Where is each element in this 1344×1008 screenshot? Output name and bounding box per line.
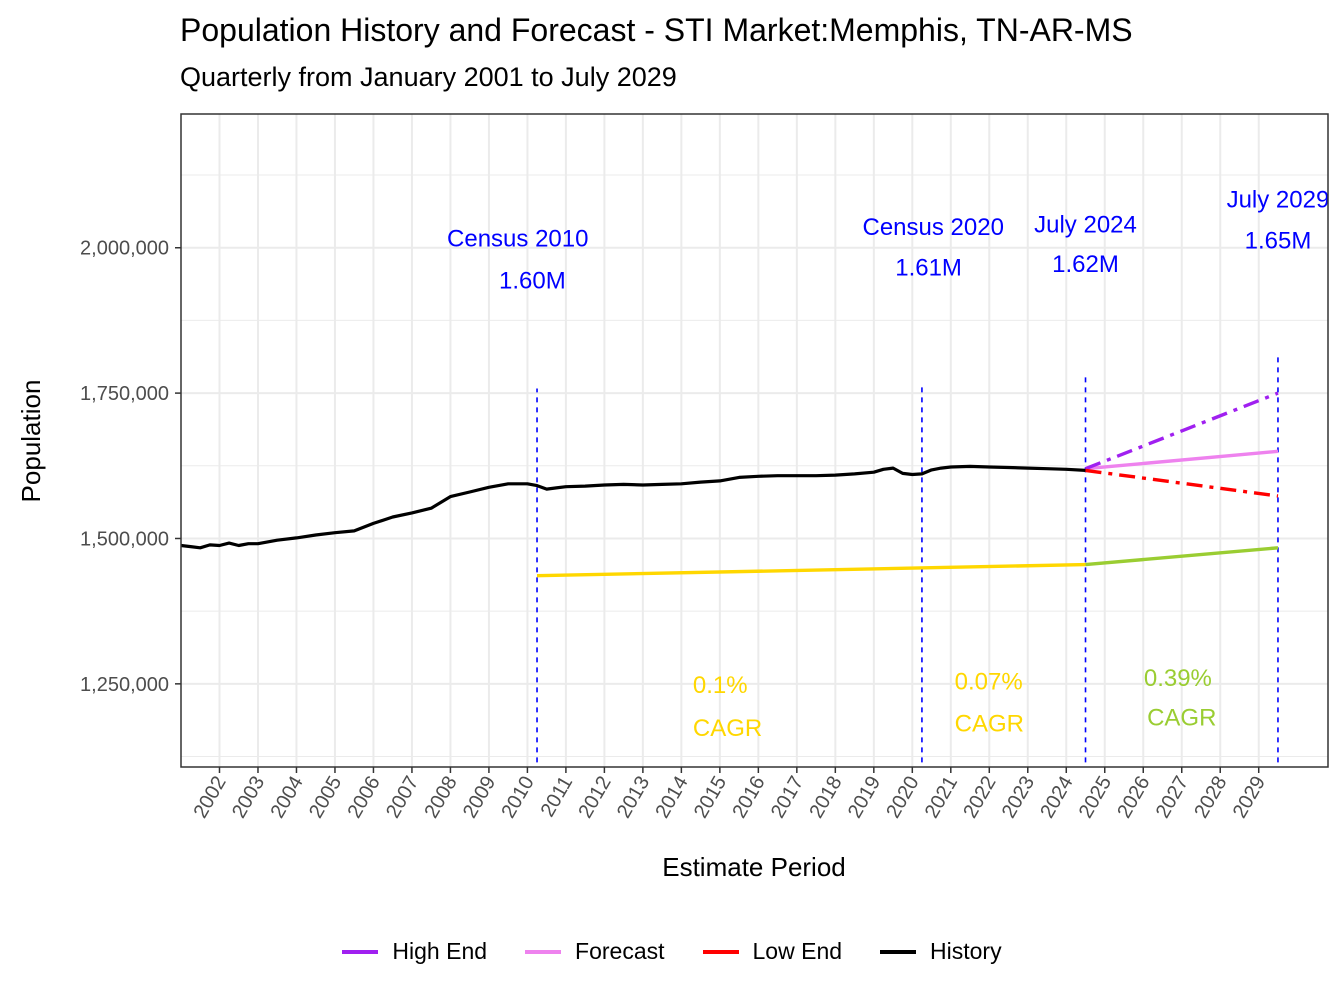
x-tick-label: 2015 (690, 773, 731, 823)
grid (181, 114, 1328, 767)
legend-label: Forecast (575, 938, 665, 964)
x-tick-label: 2005 (305, 773, 346, 823)
x-tick-label: 2023 (998, 773, 1039, 823)
y-tick-label: 2,000,000 (80, 238, 169, 260)
low-end-series-line (1085, 468, 1279, 498)
legend-key (525, 949, 562, 954)
annotation-label: 1.62M (1052, 251, 1119, 278)
annotation-label: CAGR (693, 715, 762, 742)
x-tick-label: 2006 (343, 773, 384, 823)
legend-key (702, 949, 739, 954)
x-tick-label: 2009 (459, 773, 500, 823)
x-tick-label: 2025 (1075, 773, 1116, 823)
series-lines (180, 391, 1279, 578)
cagr-series-line (1085, 546, 1279, 567)
forecast-series-line (1085, 449, 1279, 471)
annotation-label: 0.39% (1144, 665, 1212, 692)
x-tick-label: 2022 (959, 773, 1000, 823)
x-tick-label: 2003 (228, 773, 269, 823)
x-tick-label: 2004 (266, 773, 307, 823)
annotation-label: July 2024 (1034, 212, 1137, 239)
legend-item-history: History (880, 938, 1002, 965)
legend-item-forecast: Forecast (525, 938, 665, 965)
x-tick-label: 2021 (921, 773, 962, 823)
x-tick-label: 2012 (574, 773, 615, 823)
annotation-label: Census 2010 (447, 226, 588, 253)
high-end-series-line (1084, 391, 1279, 471)
chart-subtitle: Quarterly from January 2001 to July 2029 (180, 62, 677, 92)
legend-label: High End (392, 938, 488, 964)
annotation-label: 1.65M (1245, 227, 1312, 254)
x-tick-label: 2029 (1229, 773, 1270, 823)
legend-label: History (930, 938, 1002, 964)
y-tick-label: 1,250,000 (80, 674, 169, 696)
y-tick-label: 1,750,000 (80, 383, 169, 405)
x-tick-label: 2007 (382, 773, 423, 823)
legend-item-high-end: High End (342, 938, 487, 965)
annotation-label: Census 2020 (862, 214, 1003, 241)
annotation-label: July 2029 (1227, 187, 1330, 214)
x-tick-label: 2019 (844, 773, 885, 823)
annotation-label: 0.1% (693, 672, 748, 699)
x-tick-label: 2002 (190, 773, 231, 823)
x-axis-title: Estimate Period (662, 852, 846, 882)
annotation-label: 1.60M (499, 267, 566, 294)
panel-border (180, 113, 1329, 768)
annotation-label: CAGR (1147, 705, 1216, 732)
annotation-label: 0.07% (955, 669, 1023, 696)
y-tick-label: 1,500,000 (80, 528, 169, 550)
x-tick-label: 2016 (728, 773, 769, 823)
reference-lines (536, 352, 1279, 763)
x-tick-label: 2017 (767, 773, 808, 823)
x-tick-label: 2008 (420, 773, 461, 823)
annotations: Census 2010 1.60M Census 2020 1.61M July 202… (447, 187, 1329, 743)
cagr-series-line (536, 562, 1086, 578)
x-tick-label: 2020 (882, 773, 923, 823)
annotation-label: 1.61M (895, 255, 962, 282)
x-tick-label: 2028 (1190, 773, 1231, 823)
x-tick-label: 2026 (1113, 773, 1154, 823)
history-series-line (180, 464, 1086, 550)
x-tick-label: 2010 (497, 773, 538, 823)
annotation-label: CAGR (955, 711, 1024, 738)
x-tick-label: 2013 (613, 773, 654, 823)
legend-label: Low End (752, 938, 843, 964)
y-axis-title: Population (16, 380, 46, 503)
chart-title: Population History and Forecast - STI Ma… (180, 12, 1133, 48)
legend-item-low-end: Low End (702, 938, 843, 965)
x-tick-label: 2027 (1152, 773, 1193, 823)
x-tick-label: 2014 (651, 773, 692, 823)
x-tick-label: 2018 (805, 773, 846, 823)
chart-plot: Census 2010 1.60M Census 2020 1.61M July 202… (16, 113, 1329, 882)
x-tick-label: 2011 (537, 773, 578, 821)
legend-key (342, 949, 379, 954)
legend: High End Forecast Low End History (0, 938, 1344, 965)
legend-key (880, 949, 917, 954)
x-tick-label: 2024 (1036, 773, 1077, 823)
